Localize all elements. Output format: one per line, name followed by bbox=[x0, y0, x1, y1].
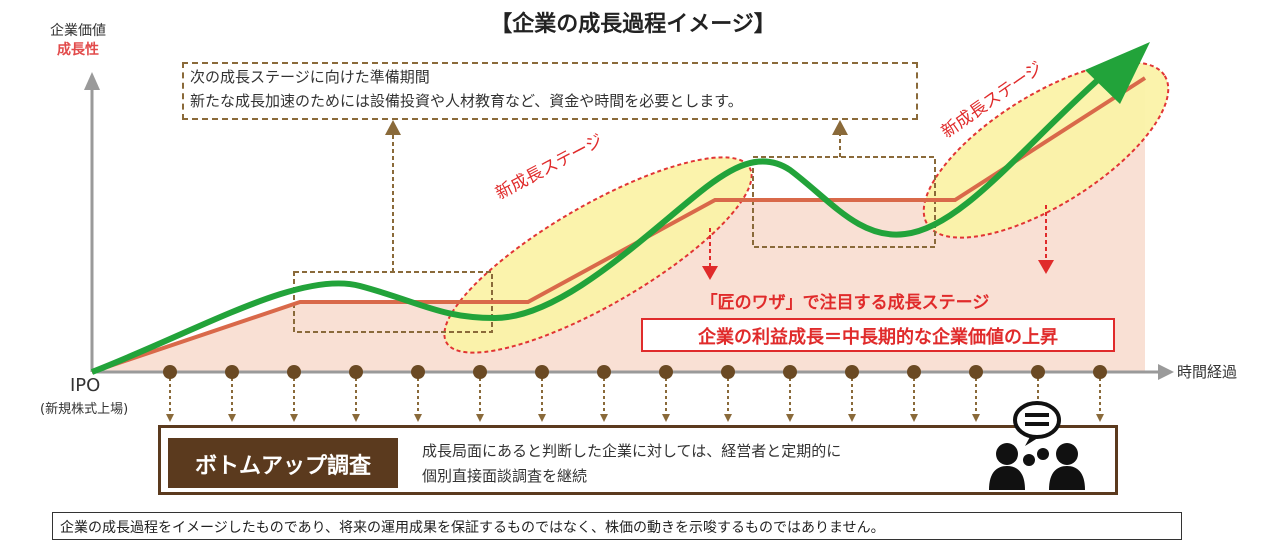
timeline-marker bbox=[969, 365, 983, 422]
bottom-up-label-bg bbox=[168, 438, 398, 488]
disclaimer-text: 企業の成長過程をイメージしたものであり、将来の運用成果を保証するものではなく、株… bbox=[60, 520, 885, 536]
timeline-marker bbox=[411, 365, 425, 422]
timeline-marker bbox=[287, 365, 301, 422]
focus-stage-text: 「匠のワザ」で注目する成長ステージ bbox=[700, 293, 990, 313]
bottom-up-desc-line1: 成長局面にあると判断した企業に対しては、経営者と定期的に bbox=[422, 442, 842, 460]
timeline-marker bbox=[845, 365, 859, 422]
prep-note-title: 次の成長ステージに向けた準備期間 bbox=[190, 68, 430, 86]
diagram-title: 【企業の成長過程イメージ】 bbox=[490, 12, 776, 37]
timeline-marker bbox=[1093, 365, 1107, 422]
prep-note-box bbox=[182, 62, 918, 120]
bottom-up-desc-line2: 個別直接面談調査を継続 bbox=[422, 467, 588, 485]
timeline-marker bbox=[473, 365, 487, 422]
timeline-marker bbox=[225, 365, 239, 422]
focus-arrow-2-head bbox=[1038, 260, 1054, 274]
prep-connector-1-arrow bbox=[385, 120, 401, 135]
y-axis-label: 企業価値 bbox=[50, 23, 106, 39]
focus-arrow-1-head bbox=[702, 266, 718, 280]
timeline-marker bbox=[597, 365, 611, 422]
timeline-marker bbox=[163, 365, 177, 422]
timeline-marker bbox=[349, 365, 363, 422]
x-axis-label: 時間経過 bbox=[1177, 363, 1238, 381]
area-fill bbox=[92, 78, 1145, 372]
timeline-marker bbox=[659, 365, 673, 422]
profit-growth-text: 企業の利益成長＝中長期的な企業価値の上昇 bbox=[698, 327, 1058, 348]
y-axis-sublabel: 成長性 bbox=[57, 42, 99, 58]
prep-note-body: 新たな成長加速のためには設備投資や人材教育など、資金や時間を必要とします。 bbox=[190, 92, 743, 110]
step-line bbox=[91, 76, 1147, 374]
timeline-marker bbox=[721, 365, 735, 422]
timeline-marker bbox=[907, 365, 921, 422]
origin-sublabel: (新規株式上場) bbox=[40, 402, 129, 417]
y-axis-arrowhead bbox=[84, 72, 100, 90]
growth-curve bbox=[90, 75, 1103, 375]
growth-curve-arrowhead bbox=[1085, 42, 1150, 104]
profit-growth-box bbox=[641, 318, 1115, 352]
timeline-marker bbox=[535, 365, 549, 422]
origin-label: IPO bbox=[70, 375, 101, 396]
x-axis-arrowhead bbox=[1158, 364, 1174, 380]
bottom-up-label: ボトムアップ調査 bbox=[194, 454, 371, 479]
timeline-markers bbox=[163, 365, 1107, 422]
timeline-marker bbox=[783, 365, 797, 422]
prep-connector-2-arrow bbox=[832, 120, 848, 135]
growth-ellipse-2 bbox=[922, 61, 1170, 239]
meeting-people-icon bbox=[989, 401, 1085, 490]
disclaimer-box bbox=[52, 512, 1182, 540]
